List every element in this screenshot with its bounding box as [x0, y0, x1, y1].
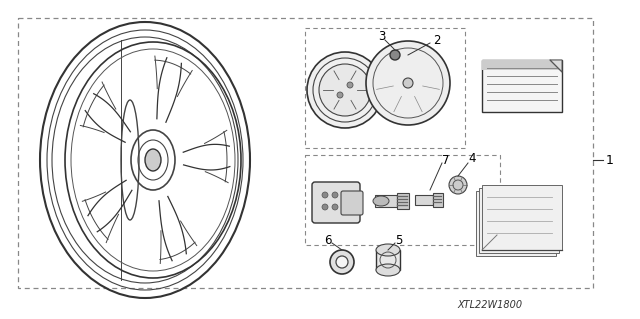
Circle shape [332, 204, 338, 210]
Text: 7: 7 [442, 153, 450, 167]
Ellipse shape [403, 78, 413, 88]
Ellipse shape [307, 52, 383, 128]
Ellipse shape [145, 149, 161, 171]
Bar [18, 18, 593, 288]
Ellipse shape [347, 82, 353, 88]
Bar [397, 193, 409, 209]
Bar [482, 185, 562, 250]
Ellipse shape [330, 250, 354, 274]
Ellipse shape [337, 92, 343, 98]
Bar [375, 195, 397, 207]
FancyBboxPatch shape [341, 191, 363, 215]
Text: 2: 2 [433, 33, 441, 47]
Bar [476, 191, 556, 256]
Ellipse shape [376, 264, 400, 276]
Text: 5: 5 [396, 234, 403, 247]
Bar [482, 60, 562, 70]
Polygon shape [550, 60, 562, 72]
Text: XTL22W1800: XTL22W1800 [458, 300, 523, 310]
Bar [479, 188, 559, 253]
Ellipse shape [319, 64, 371, 116]
Bar [376, 250, 400, 270]
Text: 1: 1 [606, 153, 614, 167]
Bar [415, 195, 433, 205]
Ellipse shape [390, 50, 400, 60]
Circle shape [322, 204, 328, 210]
Bar [433, 193, 443, 207]
Ellipse shape [376, 244, 400, 256]
Circle shape [322, 192, 328, 198]
Circle shape [332, 192, 338, 198]
Ellipse shape [453, 180, 463, 190]
Text: 3: 3 [378, 31, 386, 43]
Bar [305, 28, 465, 148]
Bar [305, 155, 500, 245]
Ellipse shape [373, 196, 389, 206]
Text: 6: 6 [324, 234, 332, 247]
FancyBboxPatch shape [312, 182, 360, 223]
Ellipse shape [449, 176, 467, 194]
Ellipse shape [366, 41, 450, 125]
Bar [482, 60, 562, 112]
Text: 4: 4 [468, 152, 476, 165]
Ellipse shape [336, 256, 348, 268]
